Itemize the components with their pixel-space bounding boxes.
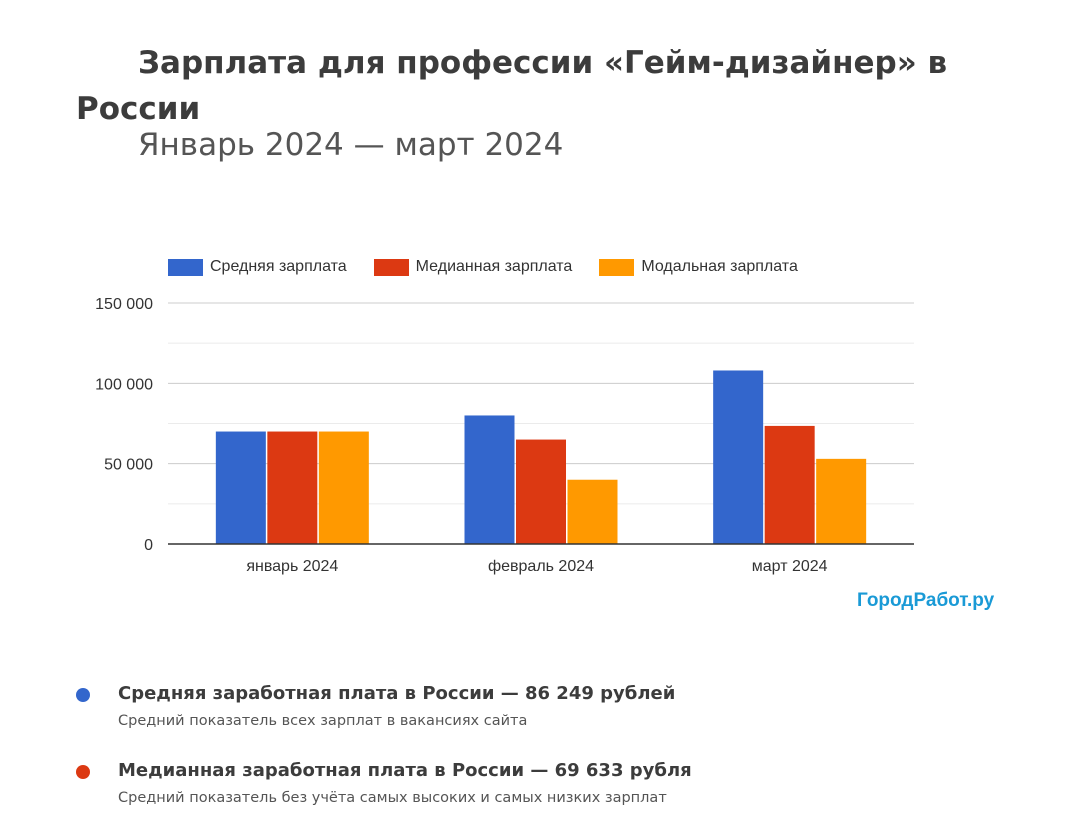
bar-chart: 0 50 000 100 000 150 000 январь 2024 февраль … (95, 296, 914, 575)
y-tick-label: 0 (144, 537, 153, 554)
chart-title: Зарплата для профессии «Гейм-дизайнер» в… (76, 45, 948, 127)
legend-label-median: Медианная зарплата (415, 258, 573, 275)
y-tick-label: 150 000 (95, 296, 153, 313)
bar (713, 370, 764, 544)
stat-median: Медианная заработная плата в России — 69… (76, 757, 976, 811)
x-tick-label: февраль 2024 (488, 558, 594, 575)
bar (215, 431, 266, 544)
y-tick-label: 100 000 (95, 376, 153, 393)
chart-subtitle: Январь 2024 — март 2024 (138, 127, 564, 163)
legend-swatch-avg (168, 258, 203, 276)
legend-swatch-median (373, 258, 409, 276)
x-tick-label: январь 2024 (246, 558, 338, 575)
bar (318, 431, 369, 544)
x-tick-label: март 2024 (752, 558, 828, 575)
bar (567, 479, 618, 544)
stat-desc-median: Средний показатель без учёта самых высок… (118, 790, 667, 806)
bar (764, 425, 815, 544)
legend-item-median: Медианная зарплата (373, 258, 573, 276)
brand-logo: ГородРабот.ру (857, 590, 995, 611)
legend-label-avg: Средняя зарплата (210, 258, 347, 275)
legend-swatch-mode (599, 258, 635, 276)
stat-title-median: Медианная заработная плата в России — 69… (118, 760, 692, 781)
legend-item-mode: Модальная зарплата (599, 258, 798, 276)
stat-dot-median (76, 765, 90, 779)
bar (464, 415, 515, 544)
stat-title-average: Средняя заработная плата в России — 86 2… (118, 683, 676, 704)
y-tick-label: 50 000 (104, 457, 153, 474)
chart-legend: Средняя зарплата Медианная зарплата Мода… (168, 256, 825, 278)
legend-label-mode: Модальная зарплата (641, 258, 798, 275)
stat-desc-average: Средний показатель всех зарплат в ваканс… (118, 713, 528, 729)
bar (816, 458, 867, 544)
bar (516, 439, 566, 544)
stat-dot-average (76, 688, 90, 702)
bar (267, 431, 318, 544)
legend-item-avg: Средняя зарплата (168, 258, 347, 276)
stat-average: Средняя заработная плата в России — 86 2… (76, 680, 976, 734)
stats-list: Средняя заработная плата в России — 86 2… (76, 680, 976, 832)
